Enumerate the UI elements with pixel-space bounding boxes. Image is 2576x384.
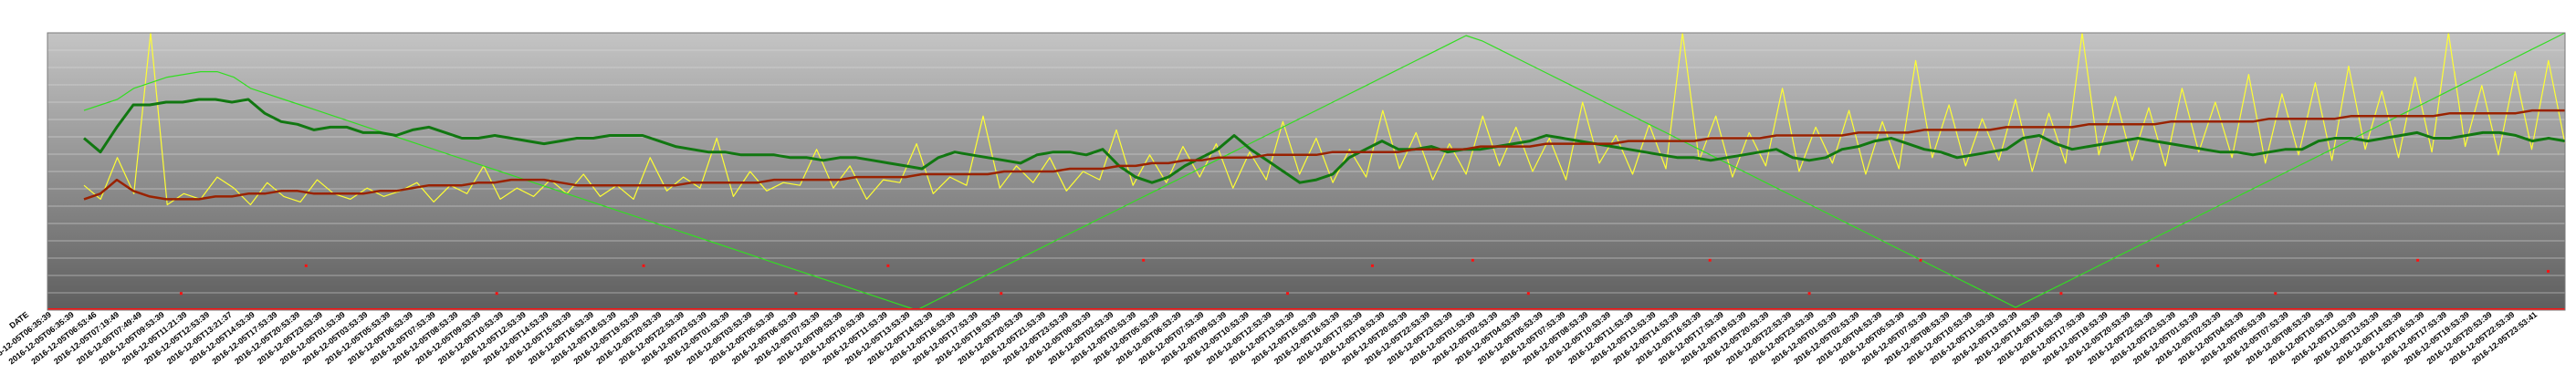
- red-markers: [47, 258, 2565, 310]
- yellow-series-line: [83, 32, 2566, 206]
- red-marker: [2416, 258, 2420, 262]
- gridlines: [47, 49, 2565, 294]
- x-axis-tick-labels: DATE2016-12-05T06:35:392016-12-05T06:35:…: [0, 310, 2539, 367]
- dark-green-series-line: [83, 98, 2566, 184]
- red-marker: [1708, 258, 1712, 262]
- red-marker: [1471, 258, 1474, 262]
- plot-frame: [47, 32, 2566, 311]
- red-marker: [2059, 292, 2063, 296]
- series-layer: [83, 32, 2566, 311]
- red-marker: [1807, 292, 1811, 296]
- red-marker: [495, 292, 498, 296]
- red-marker: [1142, 258, 1146, 262]
- red-marker: [1919, 258, 1922, 262]
- red-marker: [886, 264, 890, 267]
- red-marker: [642, 264, 645, 267]
- red-marker: [2547, 269, 2550, 273]
- red-marker: [304, 264, 308, 267]
- red-marker: [1370, 264, 1374, 267]
- red-marker: [1000, 292, 1003, 296]
- red-marker: [2156, 264, 2160, 267]
- brown-series-line: [83, 109, 2565, 201]
- red-marker: [1286, 292, 1290, 296]
- red-marker: [794, 292, 798, 296]
- red-marker: [1526, 292, 1530, 296]
- red-marker: [179, 292, 183, 296]
- green-series-line: [83, 32, 2566, 311]
- red-marker: [2274, 292, 2278, 296]
